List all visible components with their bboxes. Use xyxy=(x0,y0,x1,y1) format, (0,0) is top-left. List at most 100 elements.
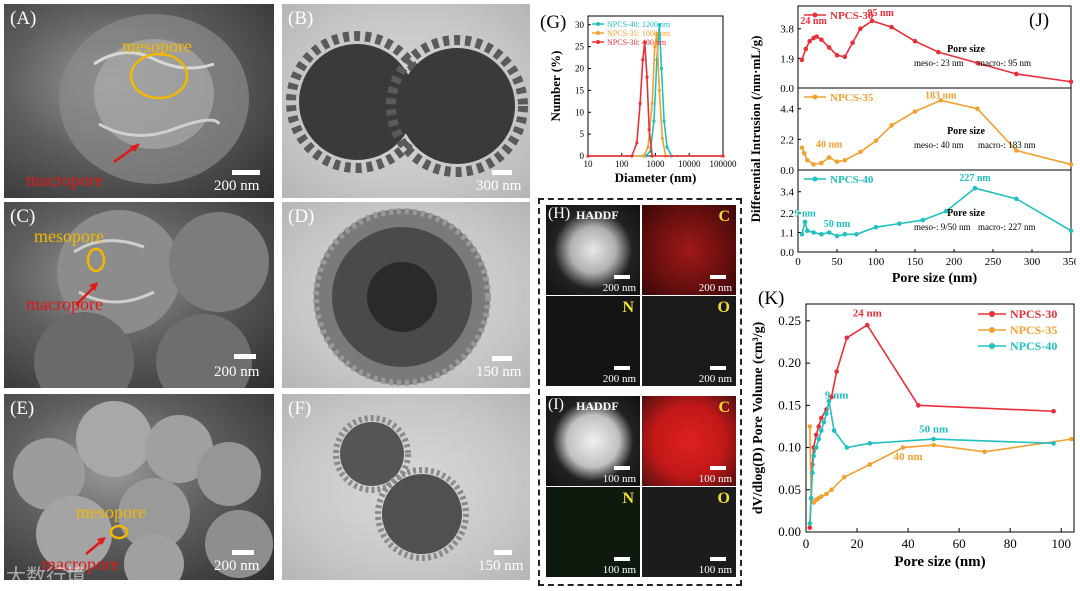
panel-label: (C) xyxy=(10,206,36,227)
peak-label: 24 nm xyxy=(800,16,827,27)
scale-label: 200 nm xyxy=(214,558,260,574)
series-1-point xyxy=(982,449,987,455)
map-tag: HADDF xyxy=(576,208,619,222)
series-2-point xyxy=(630,154,634,158)
series-0-point xyxy=(858,26,863,32)
pore-size-meso: meso-: 9/50 nm xyxy=(914,222,971,232)
y-tick-label: 2.2 xyxy=(780,134,794,146)
panel-label: (F) xyxy=(288,398,312,419)
series-2-point xyxy=(819,231,824,237)
scale-bar xyxy=(232,550,254,555)
map-h-oxygen: O 200 nm xyxy=(642,296,736,386)
panel-f-particles xyxy=(333,415,469,561)
peak-label: 50 nm xyxy=(919,423,948,435)
series-0-point xyxy=(1068,79,1074,85)
macropore-label: macropore xyxy=(26,170,103,190)
series-1-point xyxy=(653,45,657,49)
series-1-point xyxy=(858,149,863,155)
series-1-point xyxy=(931,442,936,448)
y-tick-label: 20 xyxy=(575,64,585,74)
series-0-point xyxy=(916,403,921,408)
x-tick-label: 0 xyxy=(803,536,810,551)
series-2-point xyxy=(816,436,822,442)
series-0-point xyxy=(799,57,805,63)
series-0-point xyxy=(864,322,870,328)
legend-label: NPCS-30: 480 nm xyxy=(607,38,667,47)
peak-label: 40 nm xyxy=(894,451,923,463)
panel-label: (B) xyxy=(288,8,314,29)
series-0-point xyxy=(807,38,812,44)
x-tick-label: 100 xyxy=(615,159,629,169)
pore-size-meso: meso-: 23 nm xyxy=(914,58,964,68)
series-0-point xyxy=(869,18,875,24)
series-2-point xyxy=(819,428,824,433)
pore-size-meso: meso-: 40 nm xyxy=(914,140,964,150)
series-2-point xyxy=(799,231,805,237)
series-1-point xyxy=(889,123,894,128)
scale-label: 200 nm xyxy=(214,178,260,194)
series-1-point xyxy=(811,162,816,167)
series-2-point xyxy=(844,445,850,450)
scale-bar xyxy=(614,466,630,470)
series-2-point xyxy=(810,470,815,476)
series-1-point xyxy=(807,424,813,429)
series-1-point xyxy=(655,31,659,36)
map-i-carbon: C 100 nm xyxy=(642,396,736,486)
scale-label: 300 nm xyxy=(476,178,522,194)
series-1-point xyxy=(1068,162,1074,167)
series-0-point xyxy=(665,145,669,149)
panel-a-particle xyxy=(59,14,249,184)
scale-bar xyxy=(710,275,726,279)
series-0-point xyxy=(1014,71,1019,77)
series-2-point xyxy=(641,58,645,62)
scale-bar xyxy=(614,275,630,279)
x-tick-label: 1000 xyxy=(647,159,666,169)
series-2-line xyxy=(809,400,1054,524)
y-tick-label: 1.1 xyxy=(780,228,794,240)
x-tick-label: 200 xyxy=(946,256,963,268)
legend-label: NPCS-35: 1000 nm xyxy=(607,29,671,38)
x-tick-label: 40 xyxy=(902,536,915,551)
mesopore-circle xyxy=(129,52,189,100)
x-tick-label: 10000 xyxy=(678,159,701,169)
y-tick-label: 0.10 xyxy=(778,440,801,455)
y-tick-label: 3.4 xyxy=(780,187,794,199)
panel-label: (E) xyxy=(10,398,35,419)
panel-e-sem-image: (E) mesopore macropore 200 nm xyxy=(4,394,274,580)
scale-bar xyxy=(710,366,726,370)
y-tick-label: 30 xyxy=(575,20,585,30)
y-tick-label: 0.0 xyxy=(780,247,794,259)
y-tick-label: 0.00 xyxy=(778,524,801,539)
x-tick-label: 100 xyxy=(1051,536,1071,551)
series-0-point xyxy=(813,432,819,438)
series-2-point xyxy=(650,154,654,158)
series-1-point xyxy=(829,487,834,493)
series-1-point xyxy=(646,145,650,149)
x-tick-label: 60 xyxy=(953,536,966,551)
y-axis-label: dV/dlog(D) Pore Volume (cm³/g) xyxy=(751,321,766,514)
series-1-point xyxy=(801,150,807,156)
legend-marker xyxy=(812,176,818,182)
series-2-point xyxy=(802,219,808,225)
scale-label: 200 nm xyxy=(698,373,732,385)
series-1-point xyxy=(660,136,664,141)
series-0-point xyxy=(975,60,980,66)
subplot-frame xyxy=(797,169,1072,253)
peak-label: 50 nm xyxy=(824,219,851,230)
mesopore-circle xyxy=(109,524,129,540)
series-2-point xyxy=(842,231,848,237)
series-2-point xyxy=(821,419,827,425)
series-0-point xyxy=(807,525,813,531)
series-2-point xyxy=(586,154,590,158)
y-tick-label: 0.20 xyxy=(778,355,801,370)
series-2-point xyxy=(1068,228,1074,234)
series-1-line xyxy=(801,99,1072,166)
watermark: 大数行境 xyxy=(6,566,86,588)
map-tag: C xyxy=(718,208,730,225)
series-2-point xyxy=(826,230,832,235)
pore-size-macro: macro-: 227 nm xyxy=(978,222,1036,232)
scale-bar xyxy=(234,354,256,359)
panel-label: (A) xyxy=(10,8,37,29)
peak-label: 227 nm xyxy=(959,173,991,184)
mesopore-circle xyxy=(86,247,106,273)
